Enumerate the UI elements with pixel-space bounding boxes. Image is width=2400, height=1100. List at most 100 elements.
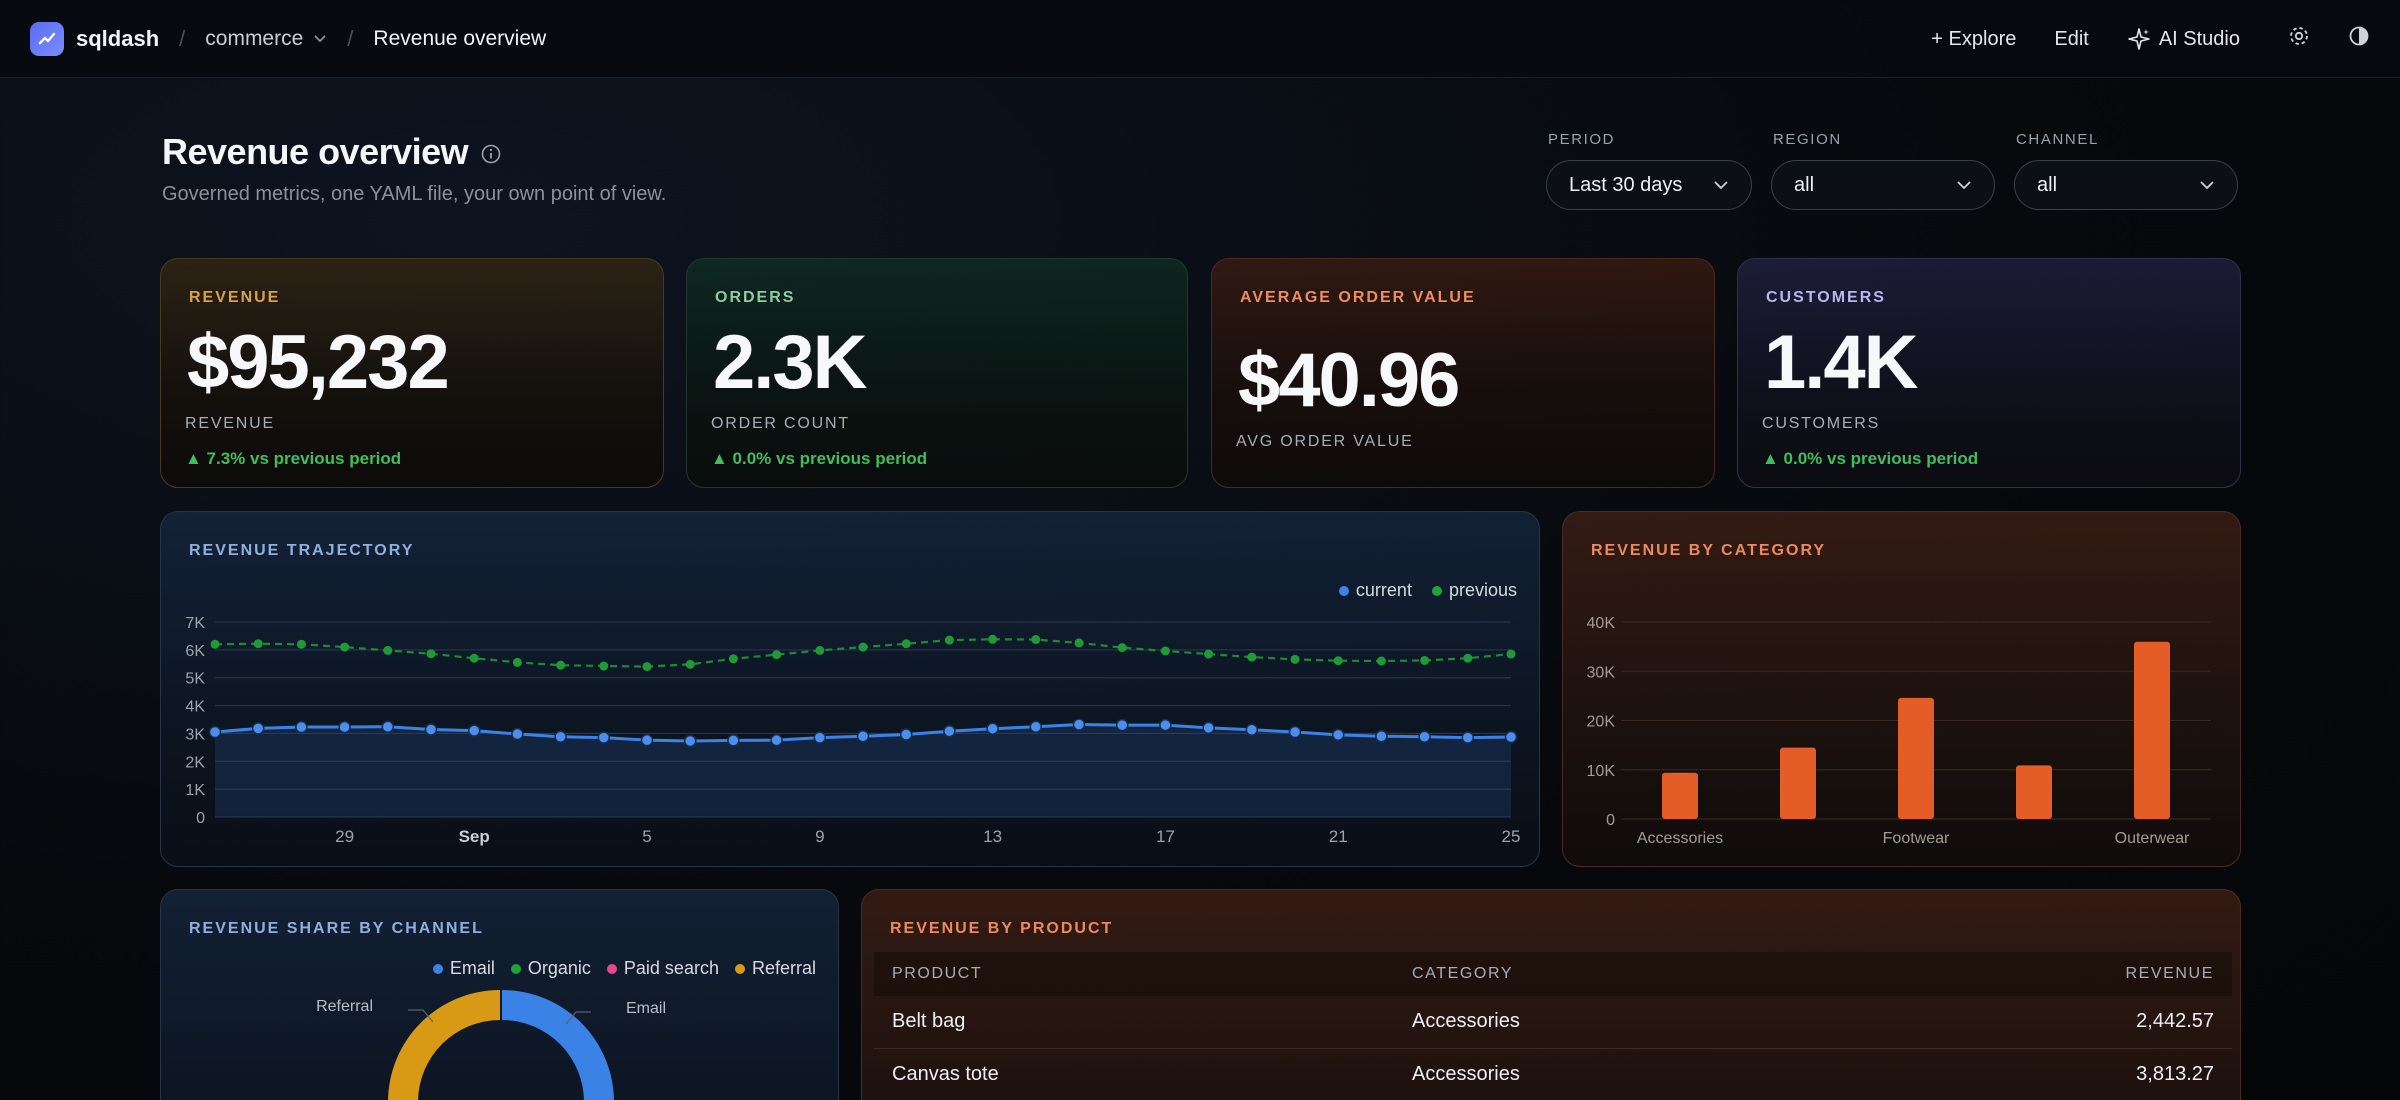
breadcrumb-database-label: commerce bbox=[205, 26, 304, 50]
data-point-previous bbox=[1204, 649, 1214, 659]
table-row[interactable]: Canvas tote Accessories 3,813.27 bbox=[874, 1047, 2232, 1100]
channel-filter: CHANNEL all bbox=[2014, 131, 2238, 210]
ai-studio-button[interactable]: AI Studio bbox=[2127, 27, 2240, 51]
x-tick-label: 21 bbox=[1329, 827, 1348, 846]
data-point-current bbox=[943, 724, 956, 738]
kpi-delta: ▲ 7.3% vs previous period bbox=[185, 449, 402, 468]
data-point-previous bbox=[815, 645, 825, 655]
data-point-previous bbox=[210, 639, 220, 649]
legend-item-email[interactable]: Email bbox=[432, 958, 495, 979]
data-point-current bbox=[770, 733, 783, 747]
kpi-label: AVERAGE ORDER VALUE bbox=[1240, 289, 1476, 306]
data-point-previous bbox=[1463, 653, 1473, 663]
legend-item-referral[interactable]: Referral bbox=[734, 958, 816, 979]
brand-name[interactable]: sqldash bbox=[76, 25, 160, 51]
data-point-current bbox=[1331, 728, 1345, 742]
data-point-current bbox=[1288, 725, 1302, 739]
legend-item-current[interactable]: current bbox=[1338, 580, 1412, 601]
x-tick-label: 29 bbox=[335, 827, 354, 846]
chart-logo-icon[interactable] bbox=[30, 21, 64, 56]
cell-revenue: 3,813.27 bbox=[1843, 1047, 2232, 1100]
panel-title: REVENUE BY PRODUCT bbox=[890, 920, 1114, 937]
kpi-value: $95,232 bbox=[187, 320, 450, 405]
info-icon[interactable] bbox=[480, 143, 502, 170]
data-point-current bbox=[597, 731, 611, 744]
legend-label: current bbox=[1355, 580, 1412, 600]
data-point-previous bbox=[1290, 654, 1300, 664]
region-select[interactable]: all bbox=[1771, 160, 1995, 210]
kpi-delta: ▲ 0.0% vs previous period bbox=[711, 449, 928, 468]
kpi-sub-label: CUSTOMERS bbox=[1762, 415, 1881, 432]
panel-title: REVENUE SHARE BY CHANNEL bbox=[189, 920, 484, 937]
breadcrumb-database[interactable]: commerce bbox=[205, 27, 327, 51]
column-header-product[interactable]: PRODUCT bbox=[874, 952, 1394, 996]
period-select[interactable]: Last 30 days bbox=[1546, 160, 1752, 210]
data-point-previous bbox=[556, 660, 566, 670]
period-select-value: Last 30 days bbox=[1569, 173, 1683, 196]
data-point-previous bbox=[1074, 638, 1084, 648]
y-tick-label: 5K bbox=[185, 671, 205, 688]
data-point-previous bbox=[1376, 656, 1386, 666]
x-tick-label: Outerwear bbox=[2115, 830, 2190, 847]
region-select-value: all bbox=[1794, 173, 1815, 196]
chevron-down-icon bbox=[1714, 181, 1728, 190]
data-point-previous bbox=[988, 634, 998, 644]
cell-revenue: 2,442.57 bbox=[2136, 1010, 2214, 1033]
data-point-previous bbox=[901, 639, 911, 649]
data-point-current bbox=[1461, 731, 1475, 744]
data-point-current bbox=[1418, 730, 1431, 744]
x-tick-label: Sep bbox=[459, 827, 490, 846]
y-tick-label: 0 bbox=[1606, 812, 1615, 829]
edit-button[interactable]: Edit bbox=[2054, 27, 2089, 50]
data-point-previous bbox=[1420, 655, 1430, 665]
column-header-revenue[interactable]: REVENUE bbox=[1843, 952, 2232, 996]
revenue-by-product-panel: REVENUE BY PRODUCT PRODUCT CATEGORY REVE… bbox=[861, 889, 2241, 1100]
data-point-current bbox=[467, 724, 481, 737]
bar bbox=[2016, 765, 2052, 819]
gear-icon[interactable] bbox=[2288, 25, 2310, 53]
legend-label: Organic bbox=[527, 958, 591, 978]
data-point-current bbox=[986, 722, 999, 735]
x-tick-label: 5 bbox=[642, 827, 651, 846]
channel-legend: Email Organic Paid search Referral bbox=[432, 958, 816, 979]
data-point-previous bbox=[512, 657, 522, 667]
panel-title: REVENUE TRAJECTORY bbox=[189, 542, 415, 559]
data-point-current bbox=[1072, 718, 1086, 731]
data-point-previous bbox=[858, 642, 868, 652]
data-point-current bbox=[295, 720, 308, 734]
period-filter-label: PERIOD bbox=[1548, 131, 1616, 148]
kpi-sub-label: AVG ORDER VALUE bbox=[1236, 433, 1414, 450]
bar bbox=[1662, 772, 1698, 819]
data-point-current bbox=[511, 727, 524, 741]
contrast-icon[interactable] bbox=[2348, 25, 2370, 53]
legend-item-organic[interactable]: Organic bbox=[510, 958, 591, 979]
legend-item-previous[interactable]: previous bbox=[1431, 580, 1517, 601]
data-point-previous bbox=[1506, 649, 1516, 659]
data-point-previous bbox=[253, 639, 263, 649]
legend-item-paid-search[interactable]: Paid search bbox=[606, 958, 719, 979]
data-point-previous bbox=[1117, 643, 1127, 653]
y-tick-label: 10K bbox=[1587, 763, 1616, 780]
y-tick-label: 1K bbox=[185, 782, 205, 799]
column-header-category[interactable]: CATEGORY bbox=[1394, 952, 1844, 996]
kpi-label: CUSTOMERS bbox=[1766, 289, 1886, 306]
x-tick-label: 13 bbox=[983, 827, 1002, 846]
sparkle-icon bbox=[2128, 28, 2150, 50]
breadcrumb-current: Revenue overview bbox=[373, 26, 547, 50]
legend-label: Paid search bbox=[623, 958, 719, 978]
channel-select[interactable]: all bbox=[2014, 160, 2238, 210]
breadcrumb-separator: / bbox=[179, 25, 186, 51]
bar bbox=[1780, 747, 1816, 819]
cell-category: Accessories bbox=[1412, 1010, 1520, 1033]
kpi-card-customers: CUSTOMERS 1.4K CUSTOMERS ▲ 0.0% vs previ… bbox=[1737, 258, 2241, 488]
panel-title: REVENUE BY CATEGORY bbox=[1591, 542, 1827, 559]
data-point-previous bbox=[599, 661, 609, 671]
table-row[interactable]: Belt bag Accessories 2,442.57 bbox=[874, 996, 2232, 1048]
kpi-value: 1.4K bbox=[1764, 320, 1919, 405]
explore-button[interactable]: + Explore bbox=[1931, 27, 2017, 50]
table-header-row: PRODUCT CATEGORY REVENUE bbox=[874, 952, 2232, 996]
data-point-current bbox=[208, 725, 222, 739]
y-tick-label: 30K bbox=[1587, 664, 1616, 681]
channel-donut-chart: Referral Email bbox=[316, 990, 666, 1100]
data-point-previous bbox=[469, 653, 479, 663]
